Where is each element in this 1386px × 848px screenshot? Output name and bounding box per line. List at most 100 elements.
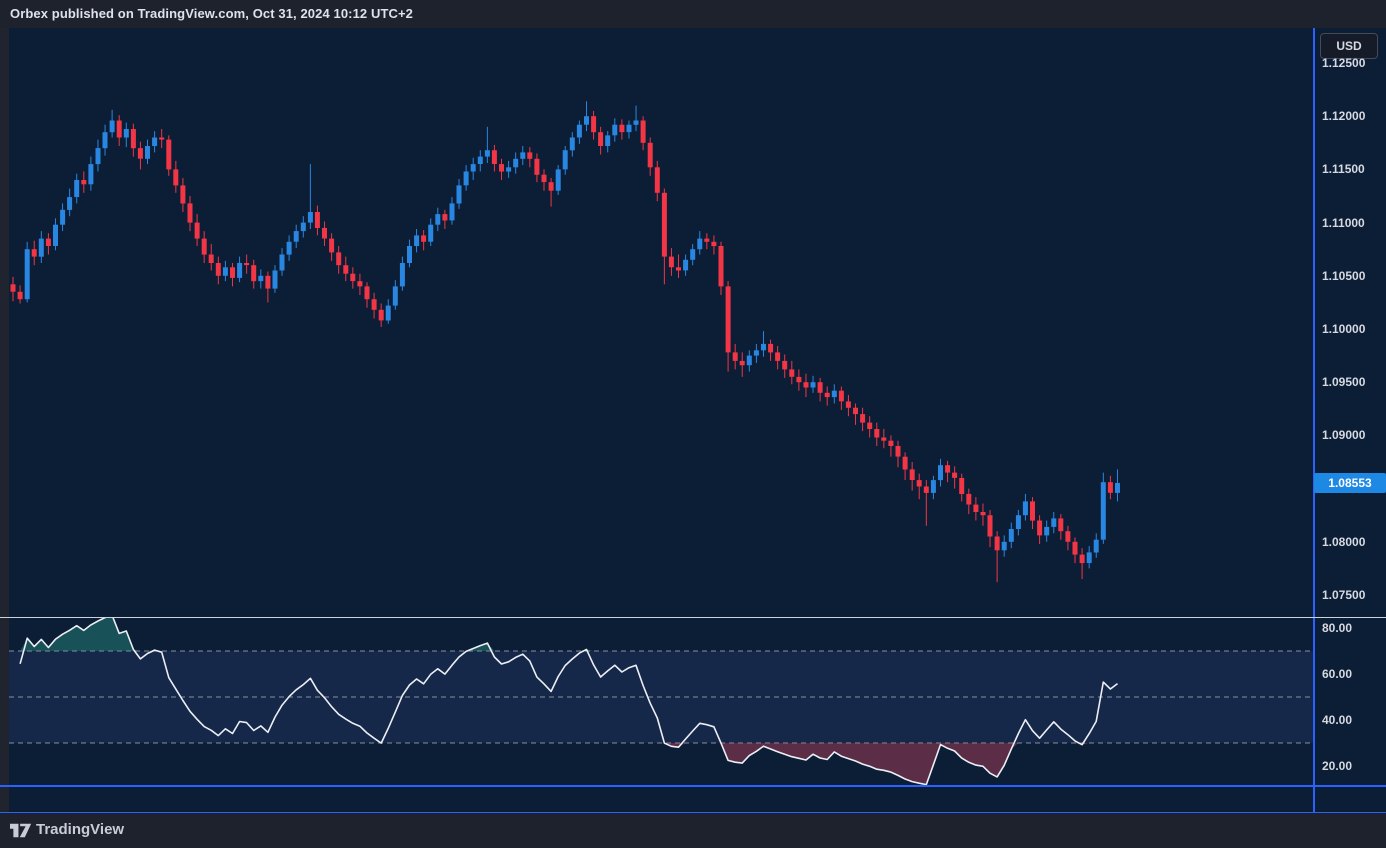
down-candle <box>548 182 554 191</box>
rsi-tick-label: 80.00 <box>1322 621 1353 635</box>
up-candle <box>88 164 94 185</box>
rsi-overbought-fill <box>20 618 1118 651</box>
down-candle <box>654 167 660 193</box>
price-tick-label: 1.12500 <box>1322 56 1366 70</box>
down-candle <box>661 192 667 257</box>
up-candle <box>60 209 66 225</box>
down-candle <box>619 124 625 133</box>
down-candle <box>499 164 504 172</box>
down-candle <box>534 158 540 175</box>
down-candle <box>1072 541 1078 555</box>
down-candle <box>803 382 809 388</box>
down-candle <box>31 249 37 257</box>
down-candle <box>166 139 172 170</box>
down-candle <box>923 486 929 493</box>
up-candle <box>520 152 526 159</box>
down-candle <box>10 284 16 292</box>
last-price-badge: 1.08553 <box>1314 473 1386 493</box>
down-candle <box>945 465 951 473</box>
down-candle <box>838 390 844 402</box>
down-candle <box>959 478 965 494</box>
down-candle <box>789 369 795 377</box>
up-candle <box>95 148 101 165</box>
up-candle <box>612 124 618 136</box>
down-candle <box>187 203 193 223</box>
up-candle <box>477 156 483 164</box>
tradingview-logo-icon[interactable] <box>10 822 32 839</box>
time-scale-top-border <box>0 785 1386 787</box>
tradingview-brand-text[interactable]: TradingView <box>36 821 125 838</box>
down-candle <box>541 174 547 183</box>
down-candle <box>739 360 745 366</box>
up-candle <box>399 263 405 287</box>
up-candle <box>300 222 306 232</box>
down-candle <box>371 299 377 310</box>
down-candle <box>952 472 958 478</box>
down-candle <box>1058 518 1064 532</box>
price-tick-label: 1.09000 <box>1322 428 1366 442</box>
down-candle <box>1079 554 1085 564</box>
down-candle <box>322 227 327 239</box>
down-candle <box>251 265 257 282</box>
down-candle <box>711 241 717 247</box>
down-candle <box>201 238 207 255</box>
footer-bar: TradingView <box>0 813 1386 848</box>
down-candle <box>591 116 597 133</box>
currency-toggle-button[interactable]: USD <box>1320 33 1378 59</box>
rsi-chart-canvas[interactable] <box>9 618 1313 785</box>
price-scale[interactable] <box>1315 28 1386 813</box>
up-candle <box>484 150 490 157</box>
up-candle <box>605 135 611 146</box>
down-candle <box>845 401 851 408</box>
up-candle <box>1022 501 1028 516</box>
up-candle <box>633 120 639 125</box>
down-candle <box>916 480 922 487</box>
down-candle <box>314 212 320 228</box>
up-candle <box>145 146 150 159</box>
price-tick-label: 1.11000 <box>1322 216 1365 230</box>
down-candle <box>732 352 738 361</box>
price-chart-canvas[interactable] <box>9 28 1313 617</box>
up-candle <box>123 129 129 138</box>
price-tick-label: 1.07500 <box>1322 588 1366 602</box>
up-candle <box>506 167 512 172</box>
down-candle <box>130 129 136 149</box>
up-candle <box>258 275 264 282</box>
down-candle <box>725 286 731 353</box>
up-candle <box>1015 515 1021 529</box>
down-candle <box>230 267 235 278</box>
down-candle <box>1065 531 1071 542</box>
down-candle <box>782 360 788 370</box>
up-candle <box>53 224 58 246</box>
down-candle <box>640 120 646 143</box>
up-candle <box>456 185 462 204</box>
up-candle <box>690 249 696 260</box>
up-candle <box>414 235 420 246</box>
down-candle <box>768 343 774 353</box>
down-candle <box>676 267 681 271</box>
up-candle <box>930 480 936 493</box>
up-candle <box>407 246 412 263</box>
down-candle <box>244 263 250 266</box>
down-candle <box>860 414 866 423</box>
up-candle <box>38 238 44 257</box>
up-candle <box>435 214 441 225</box>
down-candle <box>796 376 802 383</box>
time-scale[interactable]: 26Sep91623Oct7142128Nov11 <box>0 786 1313 812</box>
up-candle <box>513 158 519 168</box>
down-candle <box>215 263 221 276</box>
up-candle <box>286 241 292 255</box>
up-candle <box>1008 529 1014 542</box>
rsi-tick-label: 40.00 <box>1322 713 1353 727</box>
up-candle <box>1001 541 1007 551</box>
down-candle <box>81 180 87 185</box>
down-candle <box>137 148 143 159</box>
up-candle <box>385 305 391 321</box>
up-candle <box>272 270 278 289</box>
up-candle <box>152 137 158 146</box>
up-candle <box>293 231 299 242</box>
up-candle <box>938 465 943 481</box>
pane-resize-handle[interactable] <box>0 617 1386 618</box>
up-candle <box>831 390 837 398</box>
